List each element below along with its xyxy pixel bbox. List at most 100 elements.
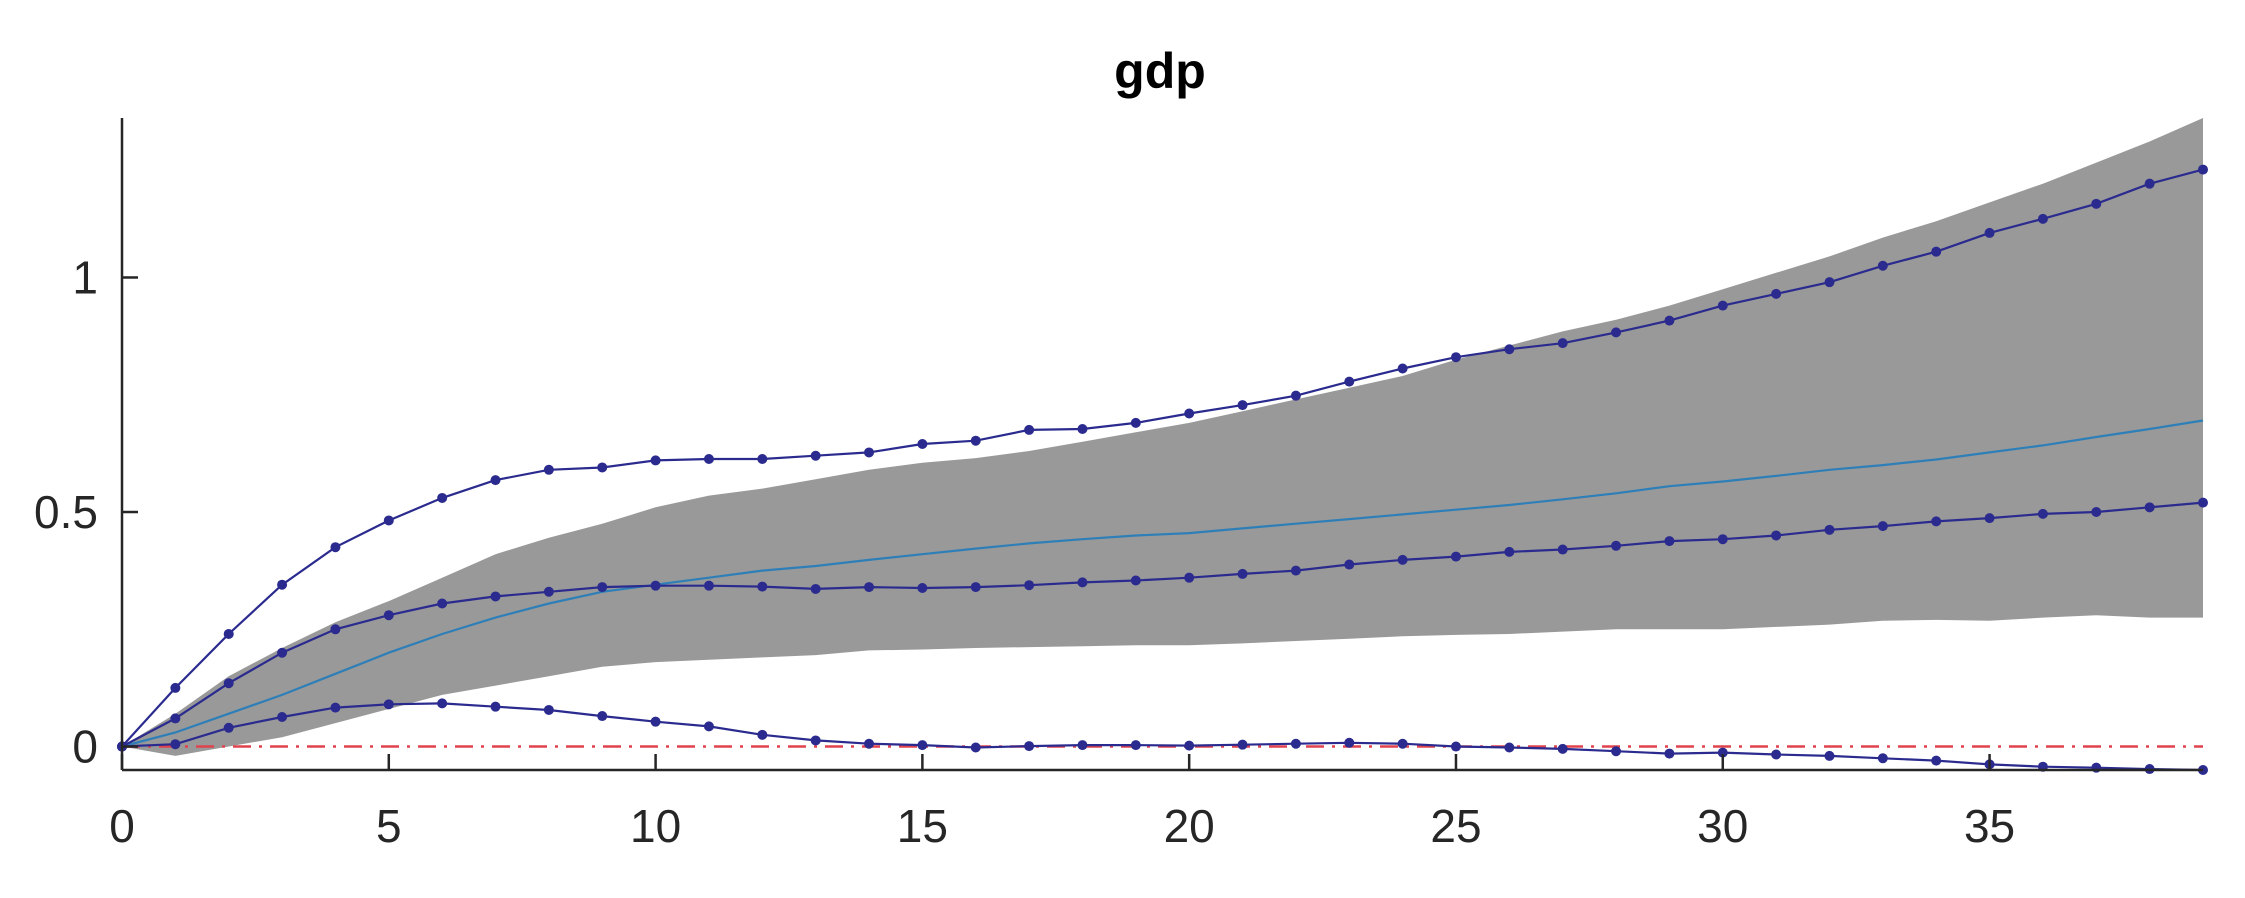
x-tick-label: 20 bbox=[1164, 800, 1215, 852]
series-point-lower-dotted bbox=[277, 711, 288, 722]
series-point-upper-dotted bbox=[277, 579, 288, 590]
series-point-middle-dotted bbox=[810, 583, 821, 594]
series-point-lower-dotted bbox=[1664, 748, 1675, 759]
series-point-middle-dotted bbox=[1984, 513, 1995, 524]
series-point-upper-dotted bbox=[1504, 344, 1515, 355]
series-point-lower-dotted bbox=[917, 740, 928, 751]
x-tick-label: 0 bbox=[109, 800, 135, 852]
series-point-lower-dotted bbox=[1771, 749, 1782, 760]
series-point-upper-dotted bbox=[170, 682, 181, 693]
series-point-lower-dotted bbox=[330, 702, 341, 713]
series-point-upper-dotted bbox=[597, 462, 608, 473]
series-point-upper-dotted bbox=[543, 464, 554, 475]
series-point-middle-dotted bbox=[1877, 521, 1888, 532]
series-point-lower-dotted bbox=[1611, 746, 1622, 757]
series-point-upper-dotted bbox=[703, 454, 714, 465]
series-point-middle-dotted bbox=[1077, 577, 1088, 588]
series-point-middle-dotted bbox=[1237, 568, 1248, 579]
series-point-middle-dotted bbox=[650, 580, 661, 591]
series-point-upper-dotted bbox=[2091, 198, 2102, 209]
series-point-lower-dotted bbox=[1077, 740, 1088, 751]
series-point-upper-dotted bbox=[2037, 213, 2048, 224]
y-tick-label: 0 bbox=[72, 721, 98, 773]
series-point-lower-dotted bbox=[1237, 739, 1248, 750]
series-point-lower-dotted bbox=[1877, 753, 1888, 764]
series-point-upper-dotted bbox=[810, 450, 821, 461]
series-point-upper-dotted bbox=[757, 454, 768, 465]
series-point-upper-dotted bbox=[864, 447, 875, 458]
series-point-lower-dotted bbox=[543, 704, 554, 715]
series-point-middle-dotted bbox=[383, 610, 394, 621]
series-point-middle-dotted bbox=[277, 647, 288, 658]
series-point-middle-dotted bbox=[2198, 497, 2208, 508]
series-point-lower-dotted bbox=[1717, 747, 1728, 758]
series-point-lower-dotted bbox=[1290, 738, 1301, 749]
series-point-middle-dotted bbox=[1717, 534, 1728, 545]
series-point-upper-dotted bbox=[1130, 417, 1141, 428]
series-point-lower-dotted bbox=[1557, 743, 1568, 754]
series-point-lower-dotted bbox=[1344, 737, 1355, 748]
series-point-middle-dotted bbox=[2144, 502, 2155, 513]
series-point-middle-dotted bbox=[490, 591, 501, 602]
series-point-lower-dotted bbox=[757, 729, 768, 740]
series-point-upper-dotted bbox=[437, 492, 448, 503]
series-point-middle-dotted bbox=[1344, 559, 1355, 570]
chart-title: gdp bbox=[1114, 43, 1206, 99]
series-point-upper-dotted bbox=[330, 542, 341, 553]
series-point-middle-dotted bbox=[1504, 546, 1515, 557]
x-tick-label: 30 bbox=[1697, 800, 1748, 852]
series-point-middle-dotted bbox=[223, 678, 234, 689]
series-point-middle-dotted bbox=[1931, 516, 1942, 527]
series-point-upper-dotted bbox=[1877, 260, 1888, 271]
series-point-lower-dotted bbox=[810, 735, 821, 746]
series-point-middle-dotted bbox=[1184, 572, 1195, 583]
series-point-middle-dotted bbox=[970, 582, 981, 593]
series-point-upper-dotted bbox=[1450, 352, 1461, 363]
series-point-lower-dotted bbox=[1504, 742, 1515, 753]
series-point-lower-dotted bbox=[864, 738, 875, 749]
series-point-lower-dotted bbox=[170, 739, 181, 750]
series-point-lower-dotted bbox=[597, 711, 608, 722]
series-point-middle-dotted bbox=[1557, 544, 1568, 555]
series-point-upper-dotted bbox=[1984, 227, 1995, 238]
series-point-upper-dotted bbox=[490, 475, 501, 486]
series-point-upper-dotted bbox=[1344, 376, 1355, 387]
series-point-lower-dotted bbox=[650, 716, 661, 727]
series-point-upper-dotted bbox=[2198, 164, 2208, 175]
x-tick-label: 10 bbox=[630, 800, 681, 852]
plot-area: 0 5 10 15 20 25 30 35 0 0.5 1 bbox=[34, 118, 2208, 852]
series-point-upper-dotted bbox=[970, 435, 981, 446]
series-point-upper-dotted bbox=[1024, 424, 1035, 435]
series-point-middle-dotted bbox=[917, 583, 928, 594]
series-point-upper-dotted bbox=[383, 515, 394, 526]
series-point-upper-dotted bbox=[1397, 363, 1408, 374]
series-point-middle-dotted bbox=[1024, 580, 1035, 591]
y-tick-label: 1 bbox=[72, 251, 98, 303]
series-line-upper-dotted bbox=[121, 168, 2204, 748]
series-point-lower-dotted bbox=[970, 742, 981, 753]
confidence-band bbox=[122, 118, 2203, 756]
series-point-upper-dotted bbox=[1611, 327, 1622, 338]
series-line-lower-dotted bbox=[121, 702, 2204, 772]
series-point-lower-dotted bbox=[383, 699, 394, 710]
series-point-upper-dotted bbox=[1824, 277, 1835, 288]
series-point-lower-dotted bbox=[1130, 740, 1141, 751]
series-point-upper-dotted bbox=[1931, 246, 1942, 257]
series-point-upper-dotted bbox=[1717, 300, 1728, 311]
series-point-upper-dotted bbox=[1771, 288, 1782, 299]
series-line-median bbox=[121, 419, 2204, 748]
series-point-lower-dotted bbox=[1824, 750, 1835, 761]
series-point-upper-dotted bbox=[1184, 408, 1195, 419]
series-point-middle-dotted bbox=[1611, 540, 1622, 551]
series-point-lower-dotted bbox=[703, 721, 714, 732]
series-point-upper-dotted bbox=[2144, 178, 2155, 189]
series-point-middle-dotted bbox=[1664, 536, 1675, 547]
series-point-middle-dotted bbox=[757, 581, 768, 592]
series-point-upper-dotted bbox=[1664, 315, 1675, 326]
series-point-lower-dotted bbox=[223, 722, 234, 733]
series-point-middle-dotted bbox=[2037, 508, 2048, 519]
series-point-middle-dotted bbox=[1290, 565, 1301, 576]
series-point-lower-dotted bbox=[1450, 741, 1461, 752]
series-point-upper-dotted bbox=[223, 628, 234, 639]
y-tick-label: 0.5 bbox=[34, 486, 98, 538]
